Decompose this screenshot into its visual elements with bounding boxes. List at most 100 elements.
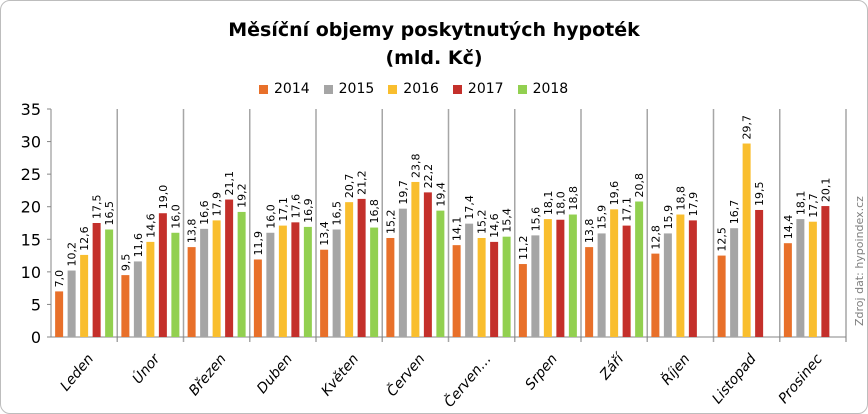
bar-2016 xyxy=(676,214,685,337)
data-label: 7,0 xyxy=(53,270,66,288)
data-label: 17,9 xyxy=(211,192,224,217)
x-tick-label: Červen xyxy=(383,350,429,400)
y-tick-label: 10 xyxy=(21,263,41,282)
bar-2015 xyxy=(398,208,407,337)
bar-2015 xyxy=(465,223,474,337)
data-label: 18,1 xyxy=(794,191,807,216)
bar-2017 xyxy=(688,220,697,337)
chart-title: Měsíční objemy poskytnutých hypoték xyxy=(228,19,640,41)
bar-2016 xyxy=(808,221,817,337)
y-tick-label: 0 xyxy=(31,328,41,347)
y-tick-label: 35 xyxy=(21,100,41,119)
data-label: 22,2 xyxy=(422,164,435,189)
bar-2014 xyxy=(253,259,262,337)
data-label: 11,6 xyxy=(132,233,145,258)
chart-subtitle: (mld. Kč) xyxy=(385,47,483,69)
data-label: 15,2 xyxy=(476,209,489,234)
bar-2017 xyxy=(755,209,764,337)
y-tick-label: 20 xyxy=(21,198,41,217)
data-label: 15,9 xyxy=(662,205,675,230)
data-label: 18,8 xyxy=(567,186,580,211)
bar-2017 xyxy=(622,225,631,337)
data-label: 12,8 xyxy=(649,225,662,250)
bar-2017 xyxy=(556,219,565,337)
legend-swatch xyxy=(452,84,462,94)
data-label: 18,0 xyxy=(554,191,567,216)
bar-2014 xyxy=(717,255,726,337)
legend-item: 2017 xyxy=(452,81,504,97)
data-label: 16,6 xyxy=(198,200,211,225)
legend-item: 2018 xyxy=(517,81,569,97)
bar-2018 xyxy=(436,210,445,337)
data-label: 12,5 xyxy=(716,227,729,252)
data-label: 29,7 xyxy=(741,115,754,140)
x-tick-label: Červen… xyxy=(440,350,495,411)
legend-item: 2016 xyxy=(388,81,439,97)
bar-2015 xyxy=(663,233,672,337)
bar-2018 xyxy=(502,236,511,337)
legend-swatch xyxy=(259,84,268,94)
bar-2015 xyxy=(531,235,540,337)
data-label: 16,7 xyxy=(728,200,741,225)
bar-2018 xyxy=(370,227,379,337)
x-tick-label: Srpen xyxy=(522,351,561,393)
legend-item: 2014 xyxy=(259,81,310,97)
y-tick-label: 15 xyxy=(21,230,41,249)
x-tick-label: Duben xyxy=(254,351,296,397)
bar-2017 xyxy=(357,198,366,337)
data-label: 12,6 xyxy=(78,226,91,251)
data-label: 16,5 xyxy=(331,201,344,226)
data-label: 16,9 xyxy=(302,198,315,223)
bar-2017 xyxy=(225,199,234,337)
bar-2017 xyxy=(821,206,830,337)
bar-2016 xyxy=(610,209,619,337)
data-label: 17,1 xyxy=(621,197,634,222)
data-label: 19,0 xyxy=(157,185,170,210)
data-label: 17,7 xyxy=(807,193,820,218)
legend-label: 2018 xyxy=(532,81,569,97)
data-label: 9,5 xyxy=(119,254,132,272)
data-label: 18,1 xyxy=(542,191,555,216)
data-label: 14,6 xyxy=(144,213,157,238)
data-label: 16,0 xyxy=(264,204,277,229)
data-label: 13,8 xyxy=(186,219,199,244)
bar-2017 xyxy=(423,192,432,337)
y-tick-label: 25 xyxy=(21,165,41,184)
bar-2014 xyxy=(783,243,792,337)
x-tick-label: Březen xyxy=(186,351,230,399)
bar-2016 xyxy=(345,202,354,337)
data-label: 10,2 xyxy=(66,242,79,267)
data-label: 15,9 xyxy=(596,205,609,230)
bar-2015 xyxy=(796,219,805,337)
x-tick-label: Leden xyxy=(57,351,97,394)
data-label: 17,6 xyxy=(289,194,302,219)
data-label: 21,1 xyxy=(223,171,236,196)
data-label: 19,2 xyxy=(236,183,249,208)
bar-2016 xyxy=(146,241,155,337)
data-label: 19,7 xyxy=(397,180,410,205)
data-label: 17,4 xyxy=(463,195,476,220)
bar-2015 xyxy=(597,233,606,337)
bar-2018 xyxy=(171,232,180,337)
y-tick-label: 30 xyxy=(21,133,41,152)
x-tick-label: Prosinec xyxy=(776,351,826,407)
x-tick-label: Listopad xyxy=(709,351,760,407)
data-label: 15,6 xyxy=(529,207,542,232)
bar-2015 xyxy=(730,228,739,337)
bar-2018 xyxy=(303,226,312,337)
bar-2014 xyxy=(518,264,527,337)
bar-2014 xyxy=(651,253,660,337)
bar-2018 xyxy=(237,211,246,337)
data-label: 19,4 xyxy=(434,182,447,207)
bar-2018 xyxy=(568,214,577,337)
x-tick-label: Září xyxy=(596,350,628,384)
bar-2017 xyxy=(92,223,101,337)
x-tick-label: Únor xyxy=(128,349,164,387)
data-label: 14,1 xyxy=(451,217,464,242)
bar-2016 xyxy=(278,225,287,337)
x-tick-label: Květen xyxy=(318,351,362,399)
bar-2014 xyxy=(386,237,395,337)
data-label: 16,5 xyxy=(103,201,116,226)
